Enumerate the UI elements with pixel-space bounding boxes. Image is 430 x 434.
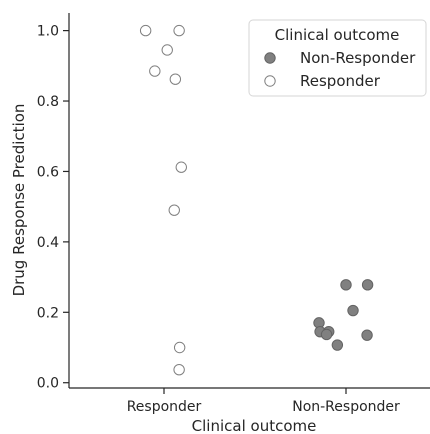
y-axis-title: Drug Response Prediction	[10, 104, 28, 297]
legend-label-non-responder: Non-Responder	[300, 49, 416, 67]
legend-marker-non-responder	[264, 52, 276, 64]
point-non-responder	[361, 329, 373, 341]
point-non-responder	[361, 279, 374, 291]
point-responder	[173, 341, 186, 354]
plot-area	[139, 24, 374, 376]
point-responder	[168, 204, 180, 216]
y-ticks: 0.0 0.2 0.4 0.6 0.8 1.0	[37, 24, 69, 392]
point-non-responder	[340, 279, 352, 291]
legend-frame	[248, 19, 427, 97]
y-tick-label: 0.0	[37, 376, 59, 392]
point-responder	[173, 24, 185, 37]
y-tick-label: 0.4	[37, 235, 59, 251]
legend: Clinical outcome Non-Responder Responder	[248, 19, 427, 97]
x-tick-label: Non-Responder	[292, 399, 400, 415]
point-responder	[161, 44, 173, 56]
legend-marker-responder	[264, 75, 276, 87]
point-responder	[175, 161, 187, 173]
legend-title: Clinical outcome	[275, 26, 400, 44]
point-non-responder	[320, 328, 333, 341]
y-tick-label: 1.0	[37, 24, 59, 40]
point-responder	[169, 73, 182, 85]
point-responder	[139, 24, 152, 37]
y-tick-label: 0.2	[37, 305, 59, 321]
point-responder	[149, 65, 161, 77]
point-non-responder	[347, 304, 359, 317]
point-responder	[173, 363, 185, 376]
x-axis-title: Clinical outcome	[192, 417, 317, 434]
y-tick-label: 0.8	[37, 94, 59, 110]
x-tick-label: Responder	[127, 399, 202, 415]
x-ticks: Responder Non-Responder	[127, 388, 400, 415]
point-non-responder	[331, 339, 344, 351]
legend-label-responder: Responder	[300, 72, 381, 90]
y-tick-label: 0.6	[37, 164, 59, 180]
